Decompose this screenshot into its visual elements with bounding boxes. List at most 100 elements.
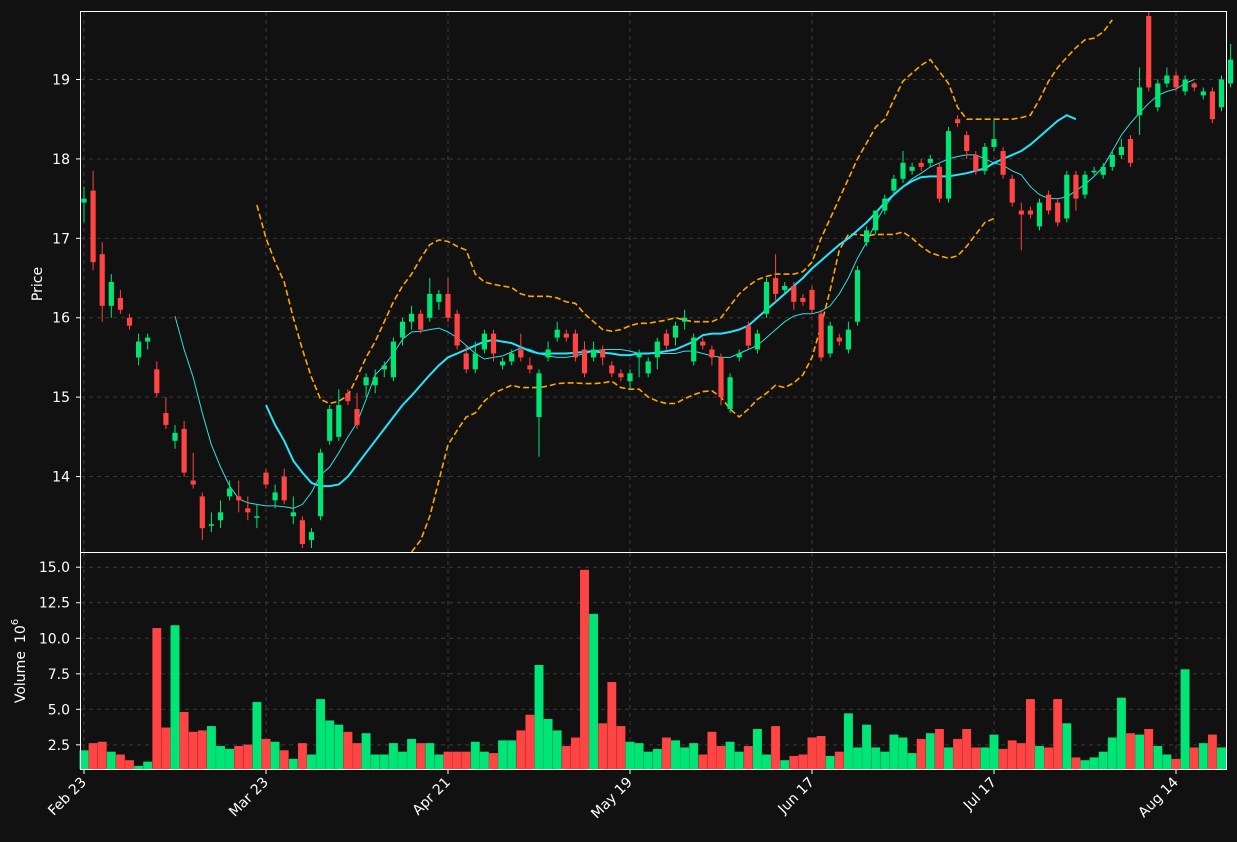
candle-body [563,333,569,338]
volume-bar [425,743,435,770]
volume-bar [998,748,1008,770]
candle-body [836,337,842,342]
volume-bar [1071,757,1081,770]
volume-bar [762,754,771,770]
candle [263,468,269,489]
candle-body [208,524,214,526]
candle-body [763,282,770,314]
candle-body [399,321,406,338]
candle [1127,135,1134,167]
candle-body [327,409,333,441]
candle-body [727,377,733,410]
volume-bar [825,755,835,770]
candle [918,158,924,171]
volume-bar [1126,733,1135,770]
volume-bar [661,737,671,770]
candle [454,309,460,350]
candle [372,369,378,394]
volume-bar [934,728,944,770]
candle [927,154,933,167]
candle [327,405,333,445]
candle [818,309,824,362]
candle [691,333,697,366]
candle [208,512,214,533]
candle [272,484,278,509]
candle-body [591,349,597,358]
candle-body [600,349,606,358]
volume-bar [134,765,144,770]
candle [718,353,724,406]
candle [1091,166,1097,175]
volume-bar [716,746,726,770]
volume-bar [516,730,526,770]
candle-body [445,293,451,318]
candle-body [390,341,396,378]
candle-body [90,190,96,263]
volume-bar [971,747,981,770]
volume-bar [743,746,753,770]
price-tick-label: 15 [52,390,70,406]
candle [172,424,178,449]
volume-bar [97,741,107,770]
candle [936,162,942,203]
volume-bar [361,733,371,770]
volume-bar [206,726,216,770]
candle [645,357,651,378]
candle [418,309,424,334]
candle [663,329,669,350]
volume-bar [443,751,453,770]
volume-bar [634,743,644,770]
candle-body [654,341,660,358]
candle-body [1009,178,1015,203]
candle [190,452,196,489]
candle [1209,87,1215,124]
candle-body [1064,174,1070,219]
candle [1173,71,1179,92]
candle [1018,202,1024,251]
volume-bar [643,751,653,770]
volume-bar [170,625,180,770]
candle-body [363,377,369,386]
candle-body [136,341,142,358]
candle-body [509,353,515,362]
candle-body [854,270,861,322]
candle-body [217,512,224,521]
volume-bar [489,753,498,770]
volume-bar [1035,746,1044,770]
candle-body [172,432,178,441]
volume-bar [498,740,508,770]
volume-bar [561,746,571,770]
candle-body [1036,202,1043,227]
candle [1146,12,1152,92]
candle-body [117,297,123,310]
volume-bar [125,760,134,770]
bollinger-upper-band [256,19,1113,405]
volume-bar [307,754,316,770]
volume-bar [525,714,535,770]
candle-body [882,198,888,211]
candle-body [318,452,324,517]
candle [136,333,142,366]
candle [409,305,415,330]
candle [1191,81,1197,92]
candle [763,278,770,318]
price-y-axis: 14 15 16 17 18 19 [52,73,81,486]
candle [700,337,706,350]
volume-bar [115,754,125,770]
candle-body [791,285,797,302]
candle-body [181,428,187,473]
candle [308,528,315,549]
candle-body [345,393,351,402]
candle-body [618,373,624,378]
volume-bar [179,711,189,770]
volume-bar [225,748,235,770]
candle [1218,75,1225,112]
candle [672,321,679,346]
candle-body [682,317,688,322]
volume-bar [1153,746,1163,770]
candle-body [199,496,205,529]
candle [782,282,788,294]
candle [955,115,961,128]
volume-bar [734,751,744,770]
candle [290,496,296,525]
